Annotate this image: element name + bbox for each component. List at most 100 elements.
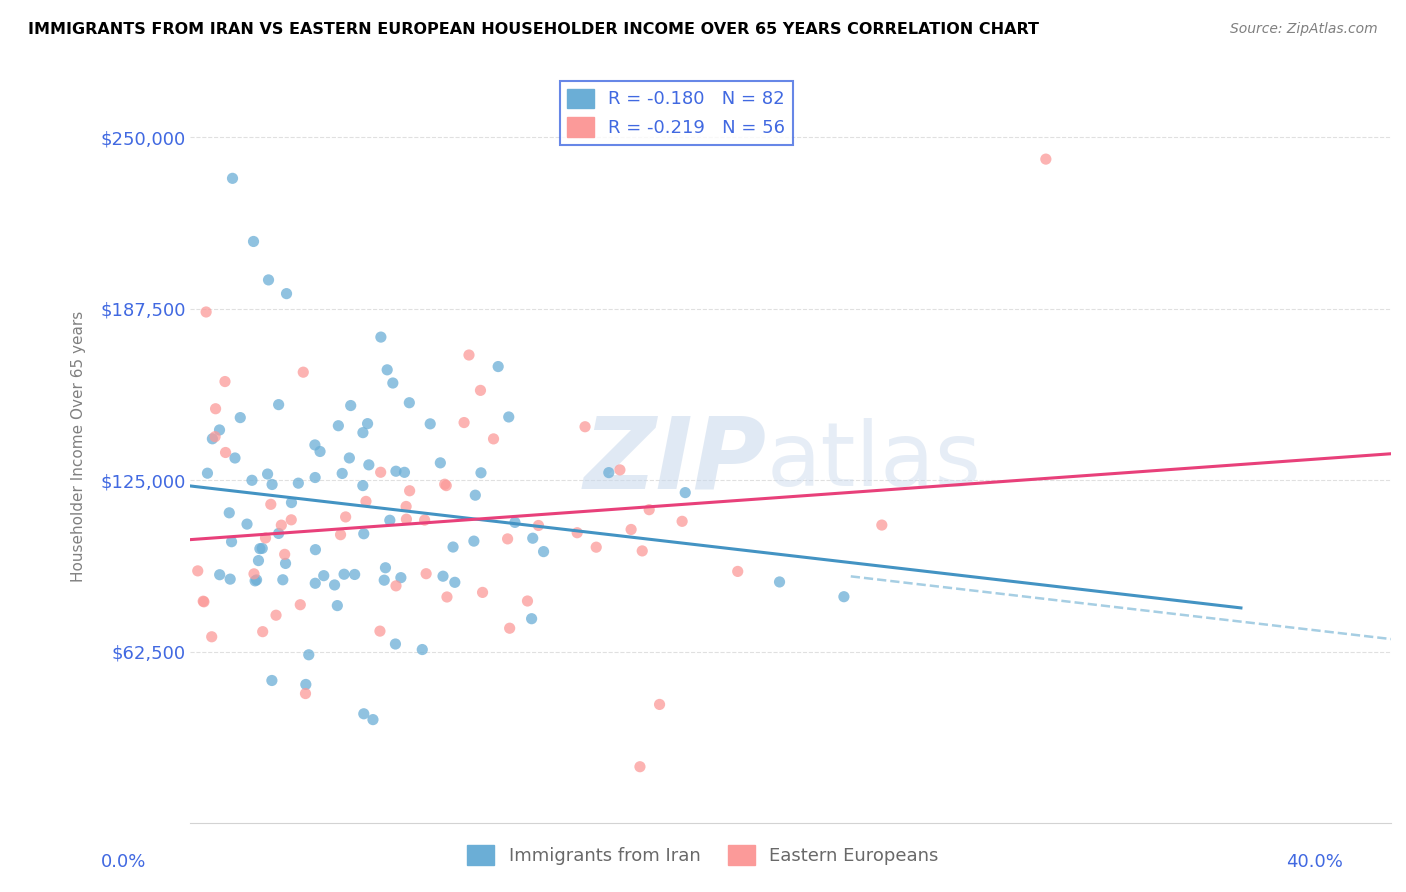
Point	[260, 673, 283, 688]
Point	[221, 534, 243, 549]
Point	[638, 502, 661, 516]
Point	[273, 547, 295, 561]
Point	[193, 594, 215, 608]
Point	[429, 456, 451, 470]
Point	[768, 574, 790, 589]
Point	[197, 466, 219, 480]
Point	[352, 478, 374, 492]
Point	[330, 467, 353, 481]
Point	[503, 516, 526, 530]
Point	[221, 171, 243, 186]
Point	[335, 510, 357, 524]
Point	[304, 438, 326, 452]
Point	[516, 594, 538, 608]
Point	[522, 531, 544, 545]
Point	[609, 463, 631, 477]
Point	[208, 567, 231, 582]
Point	[339, 399, 361, 413]
Point	[264, 608, 287, 623]
Point	[631, 544, 654, 558]
Point	[381, 376, 404, 390]
Point	[620, 523, 643, 537]
Point	[533, 544, 555, 558]
Point	[384, 637, 406, 651]
Point	[276, 286, 298, 301]
Point	[256, 467, 278, 481]
Point	[394, 466, 416, 480]
Point	[370, 330, 392, 344]
Legend: R = -0.180   N = 82, R = -0.219   N = 56: R = -0.180 N = 82, R = -0.219 N = 56	[560, 81, 793, 145]
Point	[270, 518, 292, 533]
Point	[326, 599, 349, 613]
Point	[432, 569, 454, 583]
Point	[312, 568, 335, 582]
Point	[368, 624, 391, 639]
Point	[309, 444, 332, 458]
Y-axis label: Householder Income Over 65 years: Householder Income Over 65 years	[72, 310, 86, 582]
Point	[673, 485, 696, 500]
Point	[389, 571, 412, 585]
Point	[292, 365, 315, 379]
Point	[471, 585, 494, 599]
Point	[187, 564, 209, 578]
Point	[329, 527, 352, 541]
Point	[204, 401, 226, 416]
Point	[585, 540, 607, 554]
Point	[252, 624, 274, 639]
Point	[385, 579, 408, 593]
Point	[333, 567, 356, 582]
Point	[243, 574, 266, 588]
Point	[343, 567, 366, 582]
Point	[257, 273, 280, 287]
Point	[280, 495, 302, 509]
Point	[486, 359, 509, 374]
Point	[370, 465, 392, 479]
Point	[375, 363, 398, 377]
Point	[374, 560, 396, 574]
Point	[870, 518, 893, 533]
Point	[249, 541, 271, 556]
Point	[287, 476, 309, 491]
Point	[671, 514, 693, 528]
Point	[395, 512, 418, 526]
Point	[354, 494, 377, 508]
Point	[271, 573, 294, 587]
Point	[464, 488, 486, 502]
Point	[260, 497, 283, 511]
Point	[245, 573, 267, 587]
Point	[463, 534, 485, 549]
Point	[434, 478, 457, 492]
Point	[419, 417, 441, 431]
Point	[373, 573, 395, 587]
Point	[470, 384, 492, 398]
Point	[378, 513, 401, 527]
Point	[274, 557, 297, 571]
Point	[240, 473, 263, 487]
Point	[201, 630, 224, 644]
Point	[224, 450, 246, 465]
Point	[443, 575, 465, 590]
Point	[298, 648, 321, 662]
Point	[236, 517, 259, 532]
Point	[498, 621, 520, 635]
Point	[520, 612, 543, 626]
Point	[229, 410, 252, 425]
Point	[527, 518, 550, 533]
Point	[436, 590, 458, 604]
Point	[323, 578, 346, 592]
Point	[254, 531, 277, 545]
Point	[304, 576, 326, 591]
Point	[353, 706, 375, 721]
Point	[567, 525, 589, 540]
Point	[398, 483, 420, 498]
Point	[361, 713, 384, 727]
Point	[470, 466, 492, 480]
Point	[262, 477, 284, 491]
Point	[433, 477, 456, 491]
Point	[304, 542, 326, 557]
Text: Source: ZipAtlas.com: Source: ZipAtlas.com	[1230, 22, 1378, 37]
Point	[395, 500, 418, 514]
Point	[482, 432, 505, 446]
Point	[411, 642, 433, 657]
Point	[250, 541, 273, 556]
